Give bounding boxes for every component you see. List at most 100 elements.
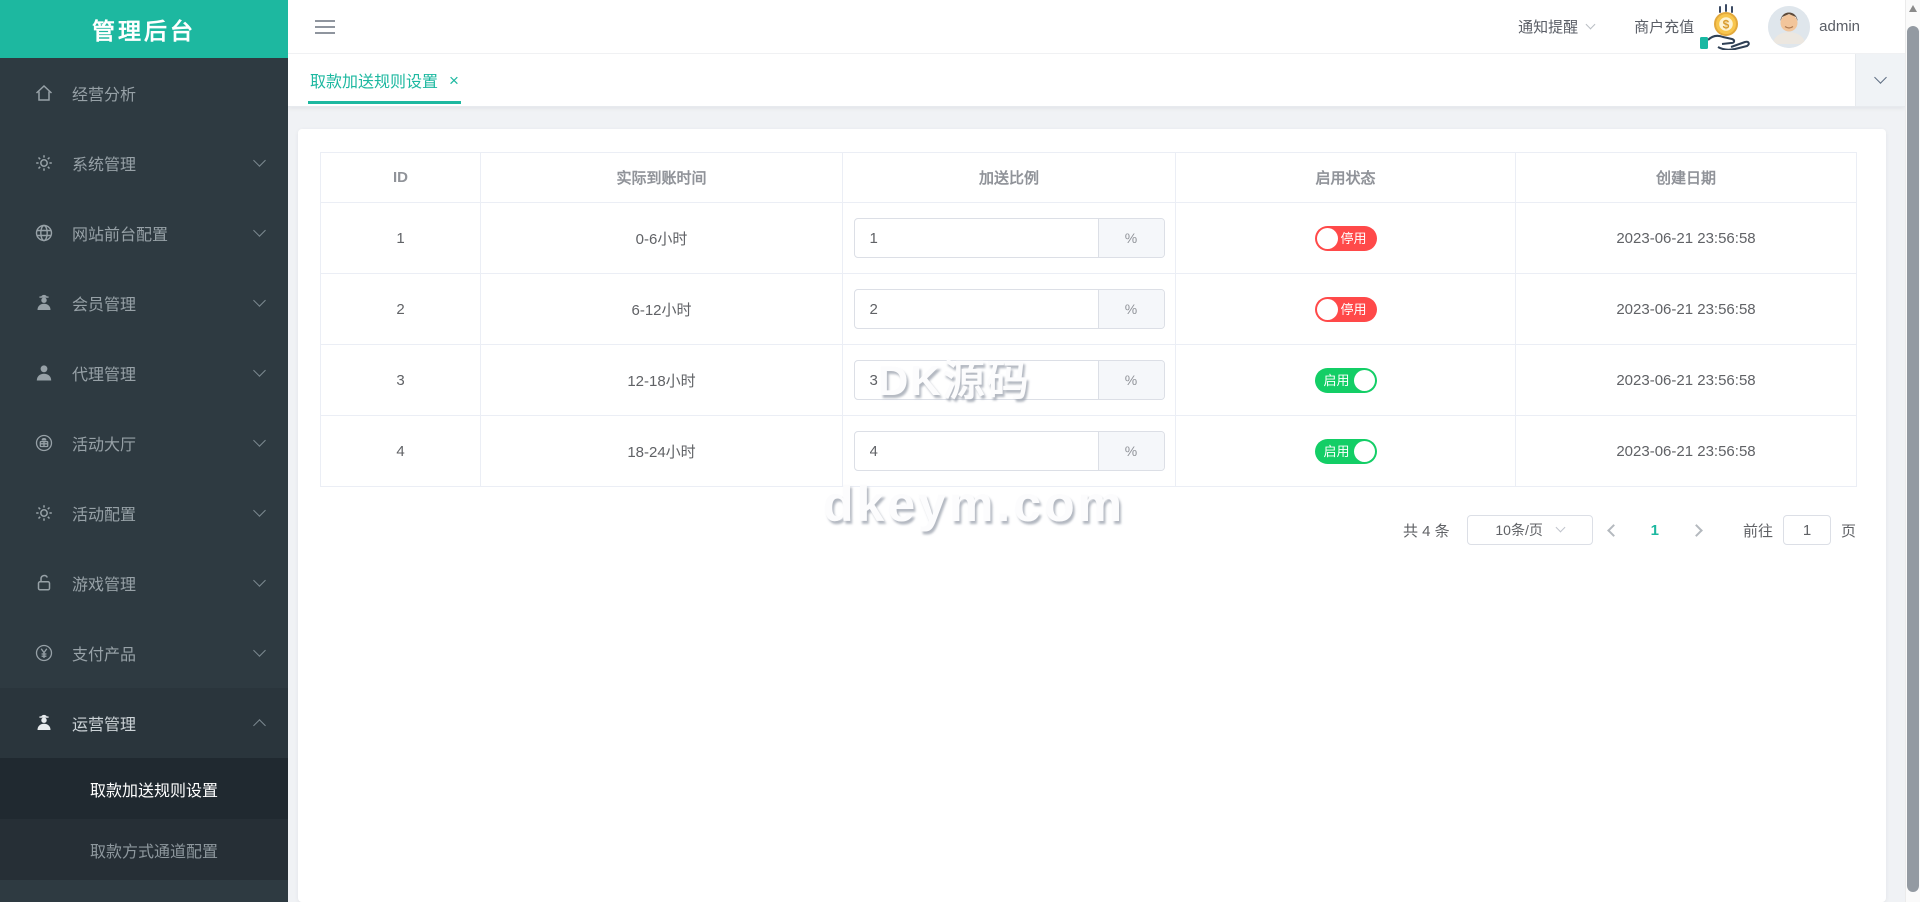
table-row: 3 12-18小时 % 启用 2023-06-21 bbox=[320, 344, 1857, 416]
percent-suffix: % bbox=[1097, 219, 1164, 257]
username[interactable]: admin bbox=[1819, 18, 1860, 35]
sidebar-item-label: 活动大厅 bbox=[72, 437, 137, 454]
sidebar-item-activity-hall[interactable]: 活动大厅 bbox=[0, 408, 288, 478]
sidebar-subitem-label: 取款加送规则设置 bbox=[90, 782, 219, 800]
goto-page: 前往 页 bbox=[1743, 515, 1856, 545]
column-header-arrival-time: 实际到账时间 bbox=[480, 152, 843, 203]
cell-bonus-ratio: % bbox=[842, 202, 1176, 274]
cell-create-date: 2023-06-21 23:56:58 bbox=[1515, 415, 1857, 487]
column-header-create-date: 创建日期 bbox=[1515, 152, 1857, 203]
close-icon[interactable]: × bbox=[449, 70, 459, 90]
sidebar-item-label: 会员管理 bbox=[72, 297, 137, 314]
cell-arrival-time: 12-18小时 bbox=[480, 344, 843, 416]
status-toggle[interactable]: 停用 bbox=[1314, 296, 1377, 322]
toggle-knob bbox=[1316, 298, 1338, 320]
percent-suffix: % bbox=[1097, 361, 1164, 399]
sidebar-subitem-withdraw-bonus-rules[interactable]: 取款加送规则设置 bbox=[0, 758, 288, 819]
toggle-label: 启用 bbox=[1323, 443, 1350, 459]
page-size-select[interactable]: 10条/页 bbox=[1466, 515, 1593, 545]
ratio-input-group: % bbox=[853, 218, 1165, 258]
tab-label: 取款加送规则设置 bbox=[310, 74, 439, 91]
sidebar-item-activity-config[interactable]: 活动配置 bbox=[0, 478, 288, 548]
cell-id: 2 bbox=[320, 273, 481, 345]
cell-id: 3 bbox=[320, 344, 481, 416]
cell-id: 1 bbox=[320, 202, 481, 274]
sidebar-item-label: 支付产品 bbox=[72, 647, 137, 664]
cell-arrival-time: 0-6小时 bbox=[480, 202, 843, 274]
ratio-input[interactable] bbox=[854, 219, 1098, 257]
status-toggle[interactable]: 停用 bbox=[1314, 225, 1377, 251]
pager: 1 bbox=[1606, 521, 1703, 539]
chevron-down-icon bbox=[1874, 71, 1887, 84]
column-header-enable-status: 启用状态 bbox=[1175, 152, 1516, 203]
sidebar-item-system-management[interactable]: 系统管理 bbox=[0, 128, 288, 198]
chevron-down-icon bbox=[1555, 522, 1566, 533]
ratio-input-group: % bbox=[853, 360, 1165, 400]
sidebar-item-site-frontend-config[interactable]: 网站前台配置 bbox=[0, 198, 288, 268]
prev-page-icon[interactable] bbox=[1606, 523, 1620, 537]
operator-icon bbox=[37, 714, 51, 730]
chevron-down-icon bbox=[1585, 19, 1596, 29]
sidebar-item-label: 运营管理 bbox=[72, 717, 137, 734]
ratio-input[interactable] bbox=[854, 290, 1098, 328]
sidebar-item-payment-products[interactable]: 支付产品 bbox=[0, 618, 288, 688]
toggle-label: 停用 bbox=[1340, 301, 1367, 317]
table-row: 4 18-24小时 % 启用 2023-06-21 bbox=[320, 415, 1857, 487]
yen-circle-icon bbox=[35, 644, 53, 662]
rules-table: ID 实际到账时间 加送比例 启用状态 创建日期 1 0-6小时 % bbox=[320, 152, 1857, 487]
chevron-down-icon bbox=[253, 294, 266, 307]
toggle-label: 启用 bbox=[1323, 372, 1350, 388]
merchant-recharge-link[interactable]: 商户充值 bbox=[1634, 19, 1695, 36]
unlock-icon bbox=[37, 574, 51, 591]
sidebar-item-business-analysis[interactable]: 经营分析 bbox=[0, 58, 288, 128]
vertical-scrollbar[interactable] bbox=[1905, 0, 1920, 902]
sidebar-item-label: 活动配置 bbox=[72, 507, 137, 524]
user-icon bbox=[36, 365, 52, 381]
ratio-input[interactable] bbox=[854, 432, 1098, 470]
toggle-knob bbox=[1353, 369, 1375, 391]
goto-page-input[interactable] bbox=[1782, 515, 1831, 545]
coin-hand-icon[interactable]: $ bbox=[1698, 3, 1756, 50]
status-toggle[interactable]: 启用 bbox=[1314, 367, 1377, 393]
current-page[interactable]: 1 bbox=[1650, 521, 1659, 539]
sidebar-item-operation-management[interactable]: 运营管理 bbox=[0, 688, 288, 758]
chevron-down-icon bbox=[253, 154, 266, 167]
globe-icon bbox=[35, 224, 53, 242]
cell-bonus-ratio: % bbox=[842, 344, 1176, 416]
tab-withdraw-bonus-rules[interactable]: 取款加送规则设置 × bbox=[308, 54, 461, 106]
next-page-icon[interactable] bbox=[1690, 523, 1703, 537]
percent-suffix: % bbox=[1097, 290, 1164, 328]
gift-circle-icon bbox=[35, 434, 53, 452]
toggle-knob bbox=[1353, 440, 1375, 462]
sidebar-item-label: 游戏管理 bbox=[72, 577, 137, 594]
sidebar-item-label: 经营分析 bbox=[72, 87, 137, 104]
tab-list-dropdown[interactable] bbox=[1855, 54, 1905, 106]
chevron-down-icon bbox=[253, 574, 266, 587]
cell-create-date: 2023-06-21 23:56:58 bbox=[1515, 273, 1857, 345]
tabbar: 取款加送规则设置 × bbox=[288, 54, 1905, 107]
menu-toggle-icon[interactable] bbox=[315, 19, 335, 34]
sidebar-item-member-management[interactable]: 会员管理 bbox=[0, 268, 288, 338]
scroll-up-arrow-icon[interactable] bbox=[1909, 5, 1917, 12]
scrollbar-thumb[interactable] bbox=[1907, 26, 1919, 892]
notice-dropdown[interactable]: 通知提醒 bbox=[1518, 16, 1596, 37]
avatar-image bbox=[1768, 5, 1811, 48]
cell-bonus-ratio: % bbox=[842, 273, 1176, 345]
ratio-input[interactable] bbox=[854, 361, 1098, 399]
gear-icon bbox=[36, 155, 52, 171]
sidebar-item-label: 代理管理 bbox=[72, 367, 137, 384]
sidebar-item-agent-management[interactable]: 代理管理 bbox=[0, 338, 288, 408]
pagination-total: 共 4 条 bbox=[1402, 522, 1450, 540]
chevron-down-icon bbox=[253, 224, 266, 237]
avatar[interactable] bbox=[1768, 5, 1811, 48]
table-header-row: ID 实际到账时间 加送比例 启用状态 创建日期 bbox=[320, 152, 1857, 203]
member-icon bbox=[37, 294, 51, 310]
sidebar-subitem-withdraw-channel-config[interactable]: 取款方式通道配置 bbox=[0, 819, 288, 880]
cell-enable-status: 停用 bbox=[1175, 202, 1516, 274]
ratio-input-group: % bbox=[853, 289, 1165, 329]
notice-label: 通知提醒 bbox=[1518, 19, 1579, 36]
status-toggle[interactable]: 启用 bbox=[1314, 438, 1377, 464]
gear-icon bbox=[36, 505, 52, 521]
sidebar-item-game-management[interactable]: 游戏管理 bbox=[0, 548, 288, 618]
sidebar-subitem-label: 取款方式通道配置 bbox=[90, 843, 219, 861]
